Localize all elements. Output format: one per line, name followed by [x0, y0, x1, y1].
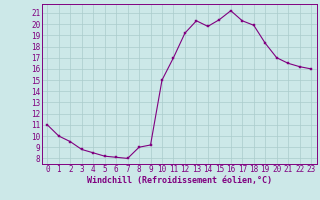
X-axis label: Windchill (Refroidissement éolien,°C): Windchill (Refroidissement éolien,°C) — [87, 176, 272, 185]
